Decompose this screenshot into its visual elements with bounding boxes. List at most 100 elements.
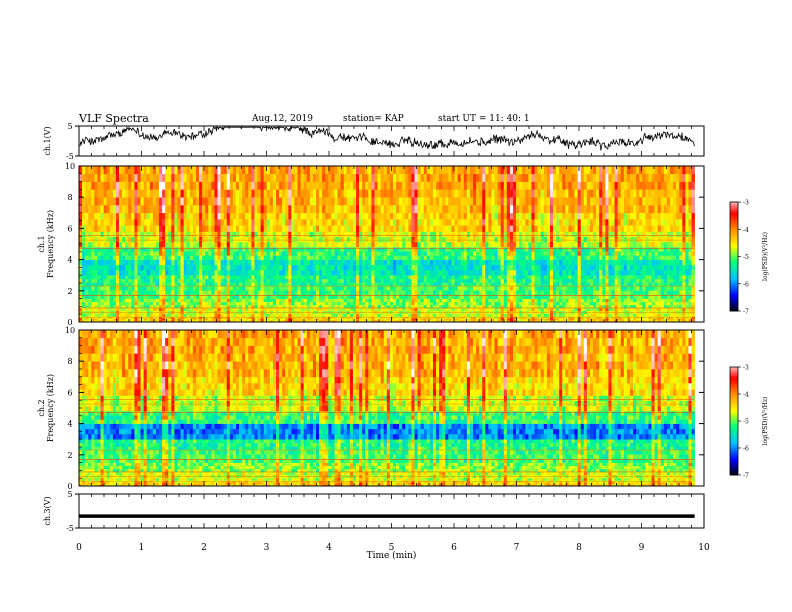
ch1-spec-cell bbox=[140, 251, 144, 256]
ch1-spec-cell bbox=[269, 318, 274, 321]
ch1-spec-cell bbox=[309, 251, 314, 256]
ch1-spec-cell bbox=[506, 212, 511, 220]
ch1-spec-cell bbox=[392, 307, 397, 312]
ch1-spec-cell bbox=[291, 231, 295, 238]
ch1-spec-cell bbox=[356, 278, 360, 283]
ch1-spec-cell bbox=[211, 259, 215, 266]
ch1-spec-cell bbox=[269, 225, 274, 232]
ch1-spec-cell bbox=[94, 231, 98, 238]
ch1-spec-cell bbox=[106, 205, 111, 214]
ch1-spec-cell bbox=[211, 255, 215, 260]
ch1-spec-cell bbox=[94, 320, 98, 323]
ch1-spec-cell bbox=[392, 298, 397, 303]
ch1-spec-cell bbox=[531, 181, 535, 190]
ch1-spec-cell bbox=[159, 212, 163, 220]
ch1-spec-cell bbox=[426, 301, 431, 306]
ch1-spec-cell bbox=[205, 313, 209, 317]
ch1-spec-cell bbox=[291, 181, 295, 190]
ch1-spec-cell bbox=[389, 231, 394, 238]
ch1-spec-cell bbox=[269, 247, 274, 252]
ch1-spec-cell bbox=[177, 270, 181, 276]
ch1-spec-cell bbox=[205, 219, 209, 226]
ch1-spec-cell bbox=[466, 278, 471, 283]
ch1-spec-cell bbox=[436, 166, 440, 175]
ch1-spec-cell bbox=[112, 219, 117, 226]
ch1-spec-cell bbox=[100, 282, 104, 287]
ch1-spec-cell bbox=[442, 197, 446, 206]
ch1-spec-cell bbox=[377, 313, 381, 317]
ch1-spec-cell bbox=[303, 251, 308, 256]
ch1-spec-cell bbox=[208, 225, 212, 232]
ch1-spec-cell bbox=[183, 264, 188, 271]
ch1-spec-cell bbox=[140, 197, 144, 206]
ch1-spec-cell bbox=[192, 219, 197, 226]
ch1-spec-cell bbox=[426, 181, 431, 190]
ch1-spec-cell bbox=[417, 259, 421, 266]
ch1-spec-cell bbox=[155, 264, 160, 271]
ch1-spec-cell bbox=[531, 301, 535, 306]
ch1-spec-cell bbox=[334, 241, 338, 248]
ch1-spec-cell bbox=[500, 301, 505, 306]
ch1-spec-cell bbox=[282, 189, 286, 198]
ch1-spec-cell bbox=[112, 231, 117, 238]
ch1-spec-cell bbox=[509, 282, 514, 287]
ch1-spec-cell bbox=[500, 278, 505, 283]
ch1-spec-cell bbox=[436, 282, 440, 287]
ch1-spec-cell bbox=[436, 320, 440, 323]
ch1-spec-cell bbox=[402, 241, 406, 248]
ch1-spec-cell bbox=[199, 255, 203, 260]
ch1-spec-cell bbox=[371, 275, 375, 280]
ch1-spec-cell bbox=[531, 219, 535, 226]
ch1-spec-cell bbox=[411, 255, 415, 260]
ch1-spec-cell bbox=[285, 236, 289, 243]
ch1-spec-cell bbox=[226, 259, 231, 266]
ch1-spec-cell bbox=[380, 251, 385, 256]
ch1-spec-cell bbox=[115, 294, 120, 299]
ch1-spec-cell bbox=[365, 275, 369, 280]
ch1-spec-cell bbox=[349, 264, 354, 271]
ch1-spec-cell bbox=[272, 247, 277, 252]
ch1-spec-cell bbox=[171, 241, 175, 248]
ch1-spec-cell bbox=[171, 166, 175, 175]
ch1-spec-cell bbox=[405, 205, 409, 214]
ch1-spec-cell bbox=[365, 236, 369, 243]
ch1-spec-cell bbox=[106, 286, 111, 291]
ch1-spec-cell bbox=[473, 298, 477, 303]
ch1-spec-cell bbox=[463, 307, 468, 312]
ch1-spec-cell bbox=[386, 320, 391, 323]
ch1-spec-cell bbox=[146, 298, 151, 303]
ch1-spec-cell bbox=[208, 231, 212, 238]
ch1-spec-cell bbox=[417, 236, 421, 243]
ch1-spec-cell bbox=[195, 278, 200, 283]
ch1-spec-cell bbox=[103, 286, 108, 291]
ch1-spec-cell bbox=[389, 205, 394, 214]
ch1-spec-cell bbox=[119, 294, 123, 299]
ch1-spec-cell bbox=[531, 270, 535, 276]
ch1-spec-cell bbox=[239, 181, 243, 190]
ch1-spec-cell bbox=[266, 173, 271, 182]
ch1-spec-cell bbox=[389, 225, 394, 232]
ch1-spec-cell bbox=[528, 301, 532, 306]
ch1-spec-cell bbox=[125, 197, 129, 206]
ch1-spec-cell bbox=[282, 181, 286, 190]
ch1-spec-cell bbox=[276, 320, 280, 323]
ch1-spec-cell bbox=[276, 286, 280, 291]
ch1-spec-cell bbox=[417, 270, 421, 276]
ch1-spec-cell bbox=[509, 320, 514, 323]
ch1-spec-cell bbox=[272, 294, 277, 299]
ch1-spec-cell bbox=[149, 264, 154, 271]
ch1-spec-cell bbox=[251, 181, 255, 190]
ch1-spec-cell bbox=[303, 212, 308, 220]
ch1-spec-cell bbox=[485, 205, 489, 214]
ch1-spec-cell bbox=[482, 259, 486, 266]
ch1-spec-cell bbox=[112, 304, 117, 309]
ch1-spec-cell bbox=[506, 301, 511, 306]
ch1-spec-cell bbox=[389, 307, 394, 312]
ch1-spec-cell bbox=[276, 173, 280, 182]
ch1-spec-cell bbox=[174, 255, 178, 260]
ch1-spec-cell bbox=[294, 307, 298, 312]
ch1-spec-cell bbox=[248, 189, 252, 198]
ch1-spec-cell bbox=[202, 313, 206, 317]
ch1-spec-cell bbox=[423, 166, 428, 175]
ch1-spec-cell bbox=[423, 313, 428, 317]
